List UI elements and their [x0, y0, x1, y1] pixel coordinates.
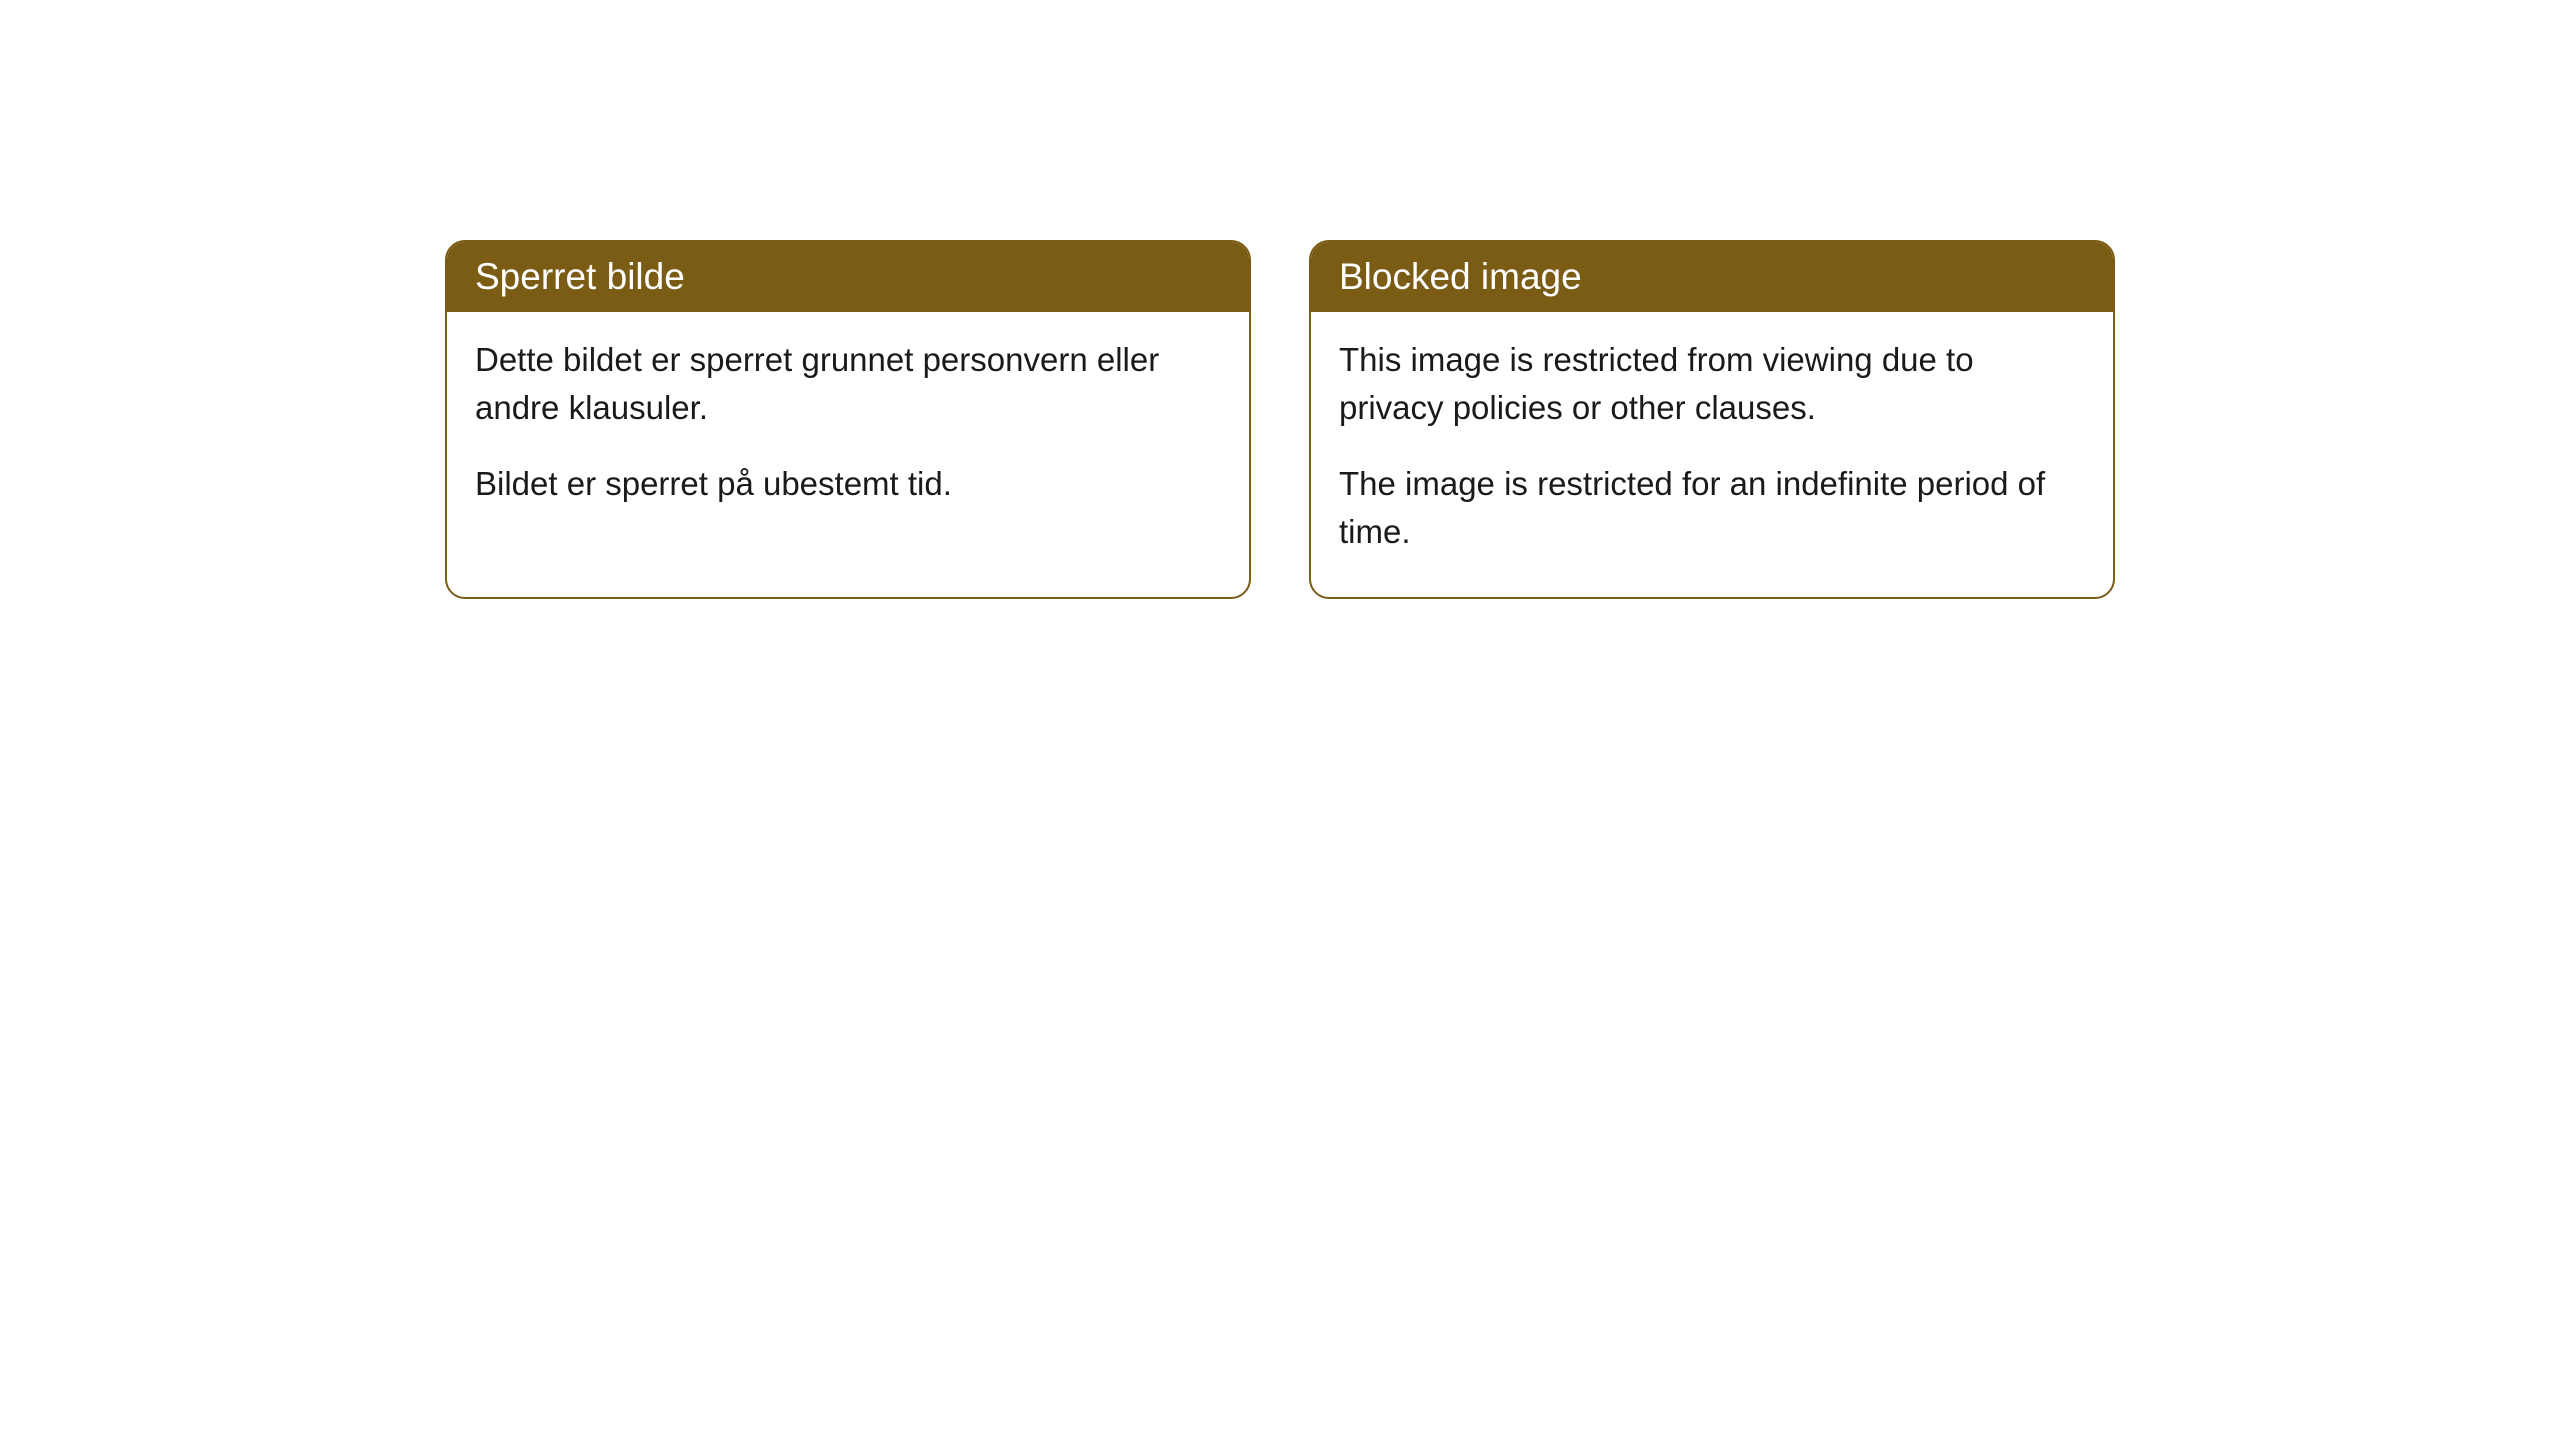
card-title: Sperret bilde	[475, 256, 685, 297]
card-header: Sperret bilde	[447, 242, 1249, 312]
card-paragraph: Dette bildet er sperret grunnet personve…	[475, 336, 1221, 432]
card-paragraph: This image is restricted from viewing du…	[1339, 336, 2085, 432]
card-header: Blocked image	[1311, 242, 2113, 312]
notice-cards-container: Sperret bilde Dette bildet er sperret gr…	[445, 240, 2115, 599]
notice-card-norwegian: Sperret bilde Dette bildet er sperret gr…	[445, 240, 1251, 599]
notice-card-english: Blocked image This image is restricted f…	[1309, 240, 2115, 599]
card-body: This image is restricted from viewing du…	[1311, 312, 2113, 597]
card-paragraph: The image is restricted for an indefinit…	[1339, 460, 2085, 556]
card-body: Dette bildet er sperret grunnet personve…	[447, 312, 1249, 550]
card-title: Blocked image	[1339, 256, 1582, 297]
card-paragraph: Bildet er sperret på ubestemt tid.	[475, 460, 1221, 508]
